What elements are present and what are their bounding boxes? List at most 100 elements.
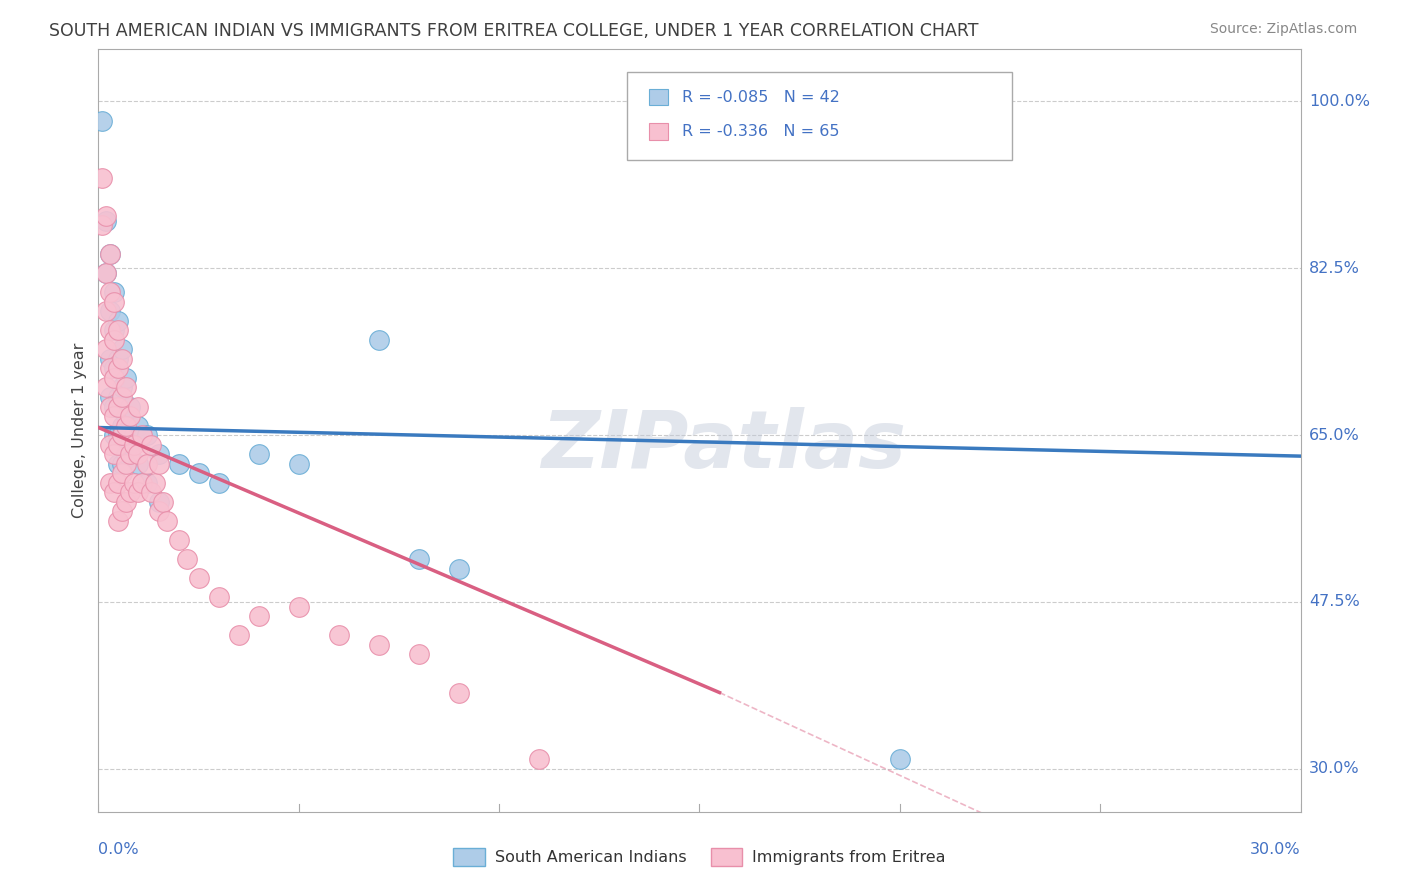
Point	[91, 170, 114, 185]
Point	[247, 447, 270, 461]
Point	[115, 409, 138, 423]
Point	[128, 400, 150, 414]
Point	[529, 752, 551, 766]
Point	[131, 475, 153, 490]
Point	[408, 648, 430, 662]
Point	[111, 428, 134, 442]
Point	[107, 438, 129, 452]
Text: ZIPatlas: ZIPatlas	[541, 407, 905, 484]
Point	[120, 400, 142, 414]
Point	[135, 457, 157, 471]
Text: Source: ZipAtlas.com: Source: ZipAtlas.com	[1209, 22, 1357, 37]
Text: 65.0%: 65.0%	[1309, 427, 1360, 442]
Text: 47.5%: 47.5%	[1309, 594, 1360, 609]
Y-axis label: College, Under 1 year: College, Under 1 year	[72, 343, 87, 518]
Point	[100, 247, 122, 261]
Point	[135, 428, 157, 442]
Point	[91, 219, 114, 233]
Point	[107, 323, 129, 337]
Point	[100, 475, 122, 490]
Point	[148, 504, 170, 518]
Point	[328, 628, 350, 642]
Point	[103, 294, 125, 309]
Point	[128, 447, 150, 461]
Point	[103, 447, 125, 461]
Point	[128, 418, 150, 433]
Point	[103, 428, 125, 442]
Point	[115, 495, 138, 509]
Point	[120, 438, 142, 452]
Point	[152, 495, 174, 509]
Point	[408, 552, 430, 566]
Point	[111, 467, 134, 481]
Point	[128, 457, 150, 471]
Point	[103, 333, 125, 347]
Point	[96, 209, 118, 223]
Point	[100, 351, 122, 366]
Point	[107, 457, 129, 471]
Point	[187, 571, 209, 585]
Text: 30.0%: 30.0%	[1309, 761, 1360, 776]
Point	[96, 380, 118, 394]
Point	[107, 428, 129, 442]
Text: R = -0.336   N = 65: R = -0.336 N = 65	[682, 124, 839, 139]
Point	[247, 609, 270, 624]
Text: 100.0%: 100.0%	[1309, 94, 1369, 109]
Point	[288, 599, 311, 614]
Point	[135, 475, 157, 490]
Point	[187, 467, 209, 481]
Point	[208, 475, 231, 490]
Point	[148, 447, 170, 461]
Point	[208, 591, 231, 605]
Point	[111, 380, 134, 394]
Point	[100, 400, 122, 414]
Point	[100, 247, 122, 261]
Point	[96, 343, 118, 357]
Point	[107, 514, 129, 528]
FancyBboxPatch shape	[627, 72, 1012, 160]
Point	[115, 457, 138, 471]
Point	[100, 438, 122, 452]
Point	[155, 514, 177, 528]
Point	[139, 485, 162, 500]
Text: 0.0%: 0.0%	[98, 842, 139, 857]
Point	[447, 685, 470, 699]
Point	[148, 457, 170, 471]
Point	[167, 457, 190, 471]
Point	[107, 314, 129, 328]
Point	[889, 752, 911, 766]
Text: 82.5%: 82.5%	[1309, 260, 1360, 276]
Point	[115, 447, 138, 461]
Point	[111, 390, 134, 404]
Point	[100, 361, 122, 376]
Point	[107, 475, 129, 490]
Point	[107, 351, 129, 366]
Point	[124, 428, 146, 442]
Point	[103, 371, 125, 385]
Point	[176, 552, 198, 566]
Point	[148, 495, 170, 509]
Point	[96, 304, 118, 318]
Point	[111, 418, 134, 433]
Point	[124, 475, 146, 490]
Point	[111, 351, 134, 366]
Point	[103, 400, 125, 414]
Point	[447, 561, 470, 575]
Point	[131, 428, 153, 442]
Point	[120, 409, 142, 423]
Point	[111, 343, 134, 357]
Point	[96, 266, 118, 280]
Point	[120, 447, 142, 461]
Point	[368, 333, 391, 347]
Point	[103, 361, 125, 376]
Bar	[650, 123, 668, 140]
Legend: South American Indians, Immigrants from Eritrea: South American Indians, Immigrants from …	[447, 841, 952, 872]
Point	[107, 400, 129, 414]
Text: 30.0%: 30.0%	[1250, 842, 1301, 857]
Point	[288, 457, 311, 471]
Point	[120, 485, 142, 500]
Point	[96, 213, 118, 227]
Point	[100, 285, 122, 300]
Point	[139, 438, 162, 452]
Text: R = -0.085   N = 42: R = -0.085 N = 42	[682, 89, 839, 104]
